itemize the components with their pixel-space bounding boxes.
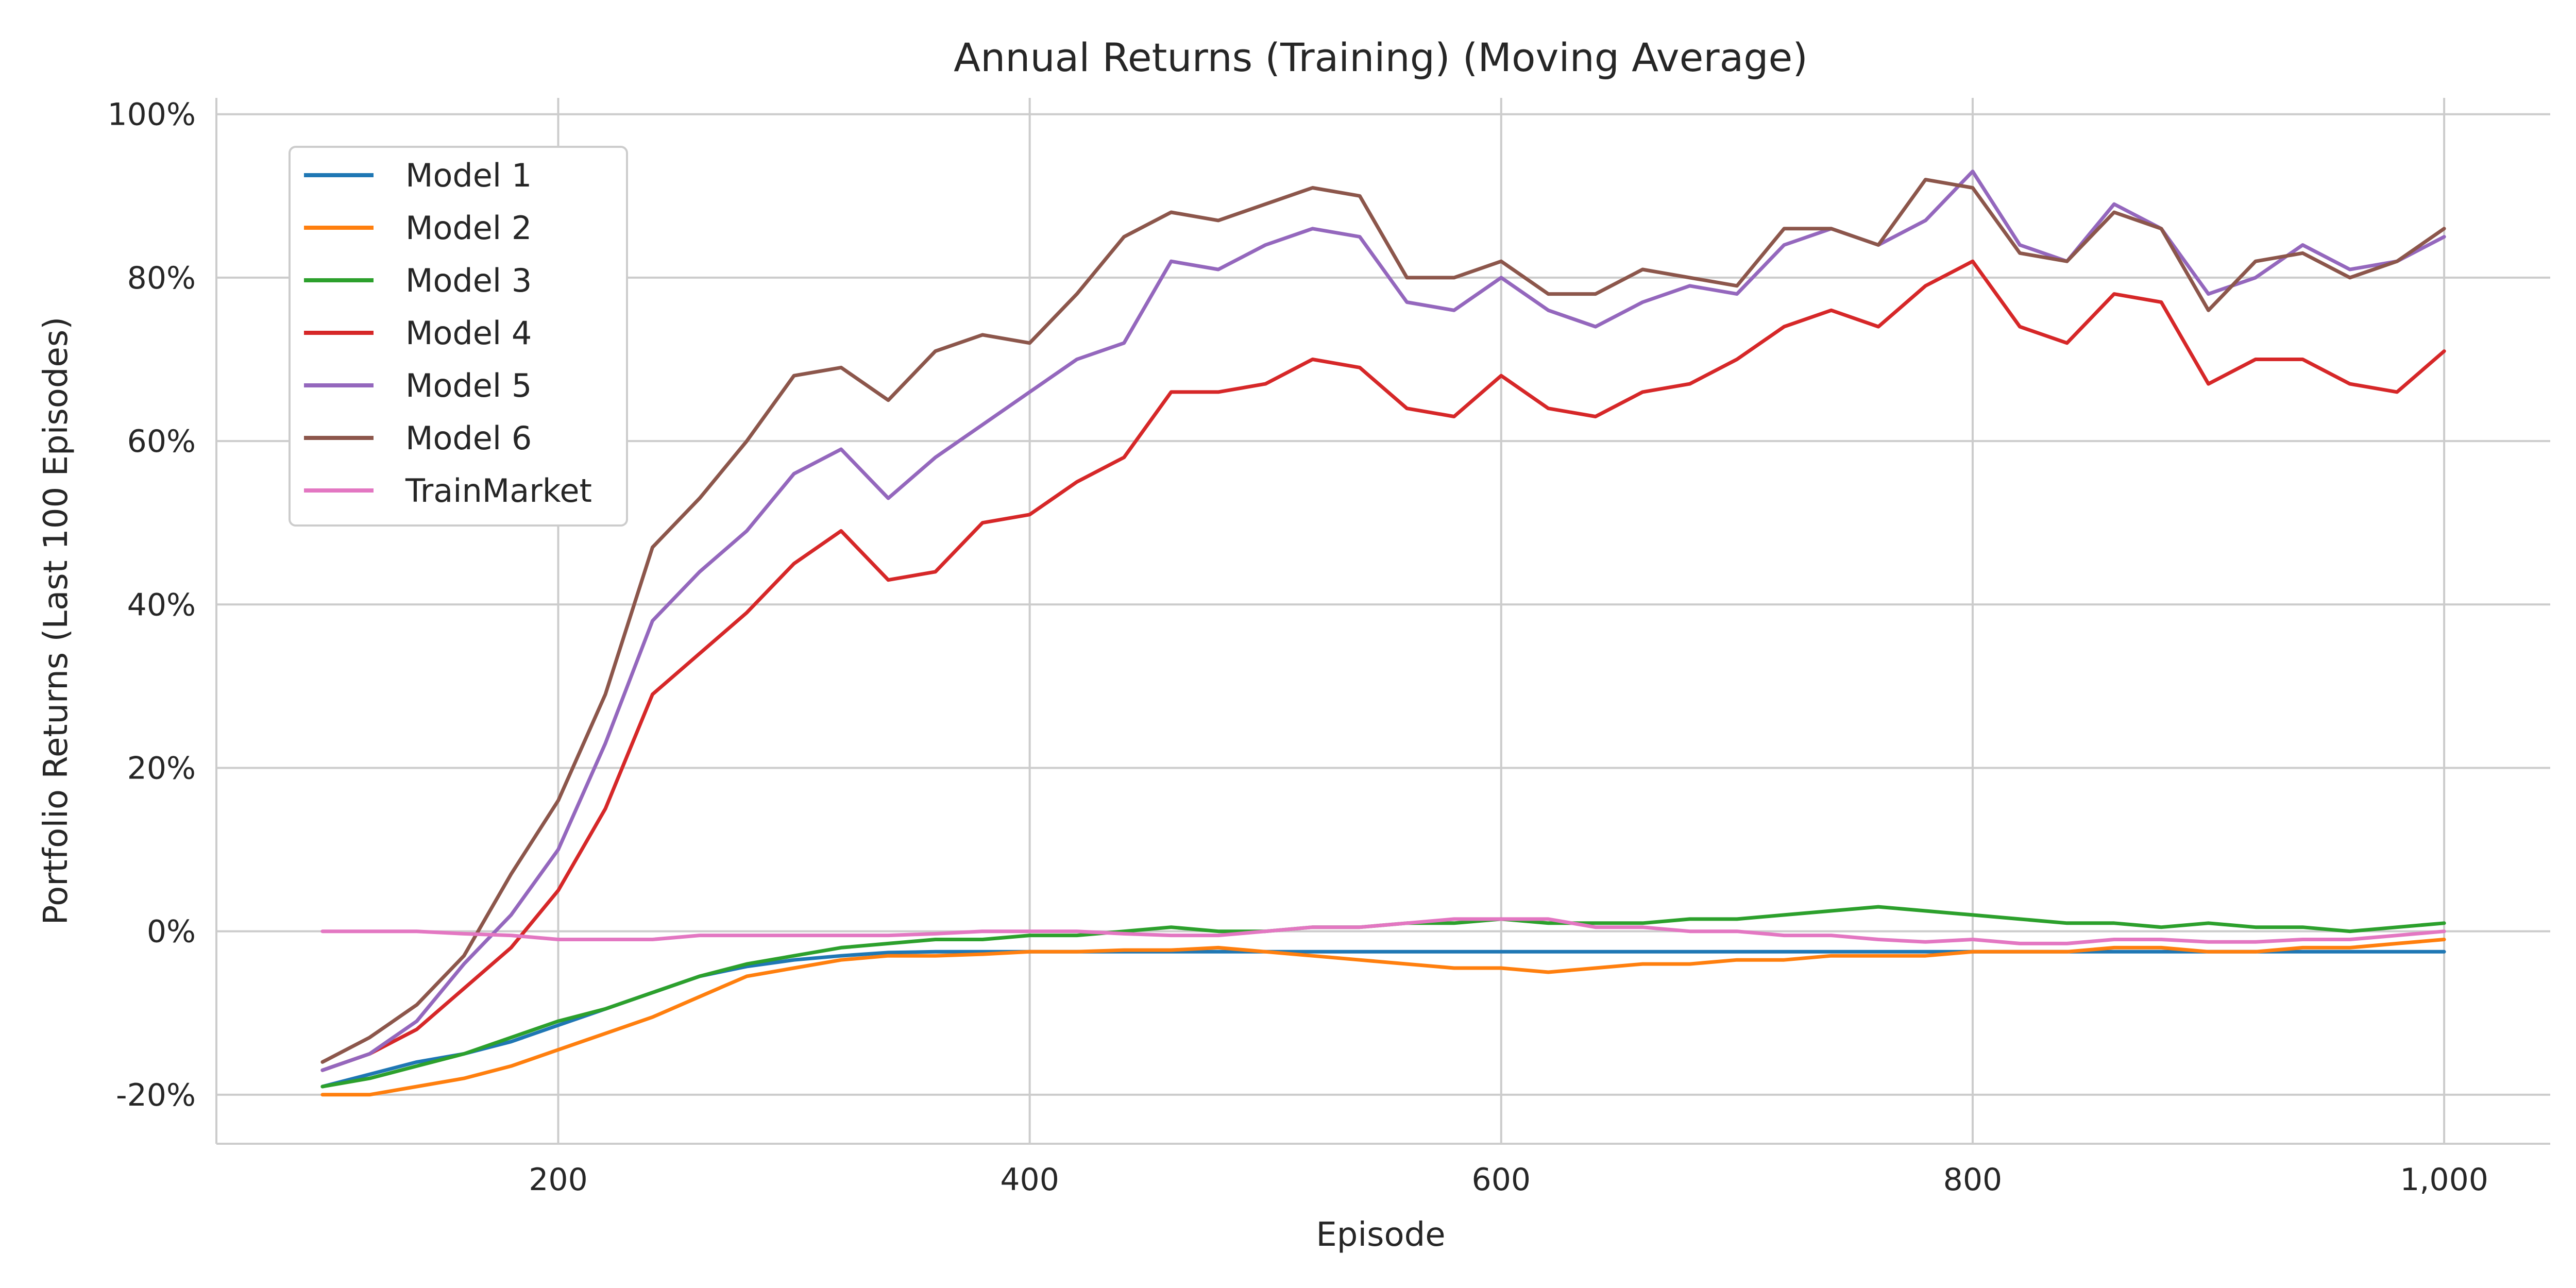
- x-tick-label: 800: [1943, 1162, 2003, 1198]
- series-lines: [320, 170, 2446, 1097]
- legend-label: Model 3: [405, 262, 532, 299]
- legend-item: Model 1: [304, 157, 532, 194]
- legend: Model 1 Model 2 Model 3 Model 4 Model 5 Model…: [289, 146, 628, 527]
- y-tick-label: -20%: [116, 1077, 196, 1113]
- legend-item: Model 2: [304, 209, 532, 247]
- series-line-model-5: [320, 170, 2446, 1072]
- x-tick-label: 400: [1000, 1162, 1059, 1198]
- y-tick-label: 20%: [127, 750, 196, 786]
- x-tick-labels: 200 400 600 800 1,000: [529, 1162, 2488, 1198]
- series-line-trainmarket: [320, 917, 2446, 945]
- x-tick-label: 600: [1472, 1162, 1531, 1198]
- y-tick-label: 40%: [127, 587, 196, 623]
- legend-label: Model 1: [405, 157, 532, 194]
- legend-label: TrainMarket: [405, 472, 592, 510]
- legend-label: Model 4: [405, 314, 532, 352]
- series-line-model-6: [320, 178, 2446, 1064]
- x-axis-title: Episode: [1316, 1216, 1445, 1254]
- series-line-model-1: [320, 950, 2446, 1089]
- legend-label: Model 5: [405, 367, 532, 404]
- legend-item: TrainMarket: [304, 472, 592, 510]
- series-line-model-3: [320, 905, 2446, 1089]
- x-tick-label: 1,000: [2400, 1162, 2488, 1198]
- legend-item: Model 5: [304, 367, 532, 404]
- legend-item: Model 6: [304, 419, 532, 457]
- legend-box: [289, 146, 628, 527]
- x-tick-label: 200: [529, 1162, 588, 1198]
- legend-item: Model 4: [304, 314, 532, 352]
- y-axis-title: Portfolio Returns (Last 100 Episodes): [37, 317, 75, 925]
- legend-label: Model 2: [405, 209, 532, 247]
- series-line-model-4: [320, 259, 2446, 1072]
- y-tick-label: 0%: [147, 914, 196, 950]
- legend-label: Model 6: [405, 419, 532, 457]
- series-line-model-2: [320, 938, 2446, 1097]
- y-tick-label: 80%: [127, 260, 196, 296]
- axis-spines: [215, 98, 2550, 1145]
- y-tick-label: 60%: [127, 423, 196, 460]
- chart-title: Annual Returns (Training) (Moving Averag…: [954, 35, 1808, 80]
- y-tick-label: 100%: [107, 97, 196, 133]
- legend-item: Model 3: [304, 262, 532, 299]
- y-tick-labels: -20% 0% 20% 40% 60% 80% 100%: [107, 97, 196, 1113]
